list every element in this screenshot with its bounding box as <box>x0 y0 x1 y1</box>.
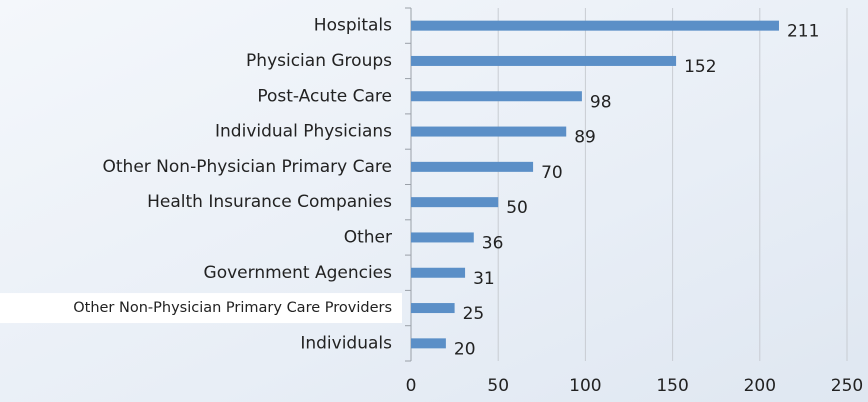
bar <box>411 338 446 349</box>
bar <box>411 20 779 31</box>
value-label: 50 <box>506 198 528 218</box>
y-tick-label: Individual Physicians <box>215 122 392 142</box>
bar <box>411 55 677 66</box>
y-tick-label: Other <box>344 227 392 247</box>
x-tick-label: 0 <box>406 376 417 396</box>
value-label: 36 <box>482 233 504 253</box>
y-tick-label: Hospitals <box>314 16 392 36</box>
bar <box>411 232 474 243</box>
value-label: 70 <box>541 163 563 183</box>
y-tick-label: Government Agencies <box>204 263 393 283</box>
value-label: 152 <box>684 57 716 77</box>
bar <box>411 161 534 172</box>
x-tick-label: 200 <box>744 376 776 396</box>
value-label: 98 <box>590 92 612 112</box>
bar <box>411 197 499 208</box>
bar <box>411 91 582 102</box>
x-tick-label: 100 <box>569 376 601 396</box>
value-label: 31 <box>473 269 495 289</box>
value-label: 89 <box>574 128 596 148</box>
x-tick-label: 150 <box>656 376 688 396</box>
value-label: 20 <box>454 339 476 359</box>
value-label: 211 <box>787 22 819 42</box>
x-tick-label: 50 <box>487 376 509 396</box>
y-tick-label: Other Non-Physician Primary Care <box>103 157 393 177</box>
y-tick-label: Individuals <box>300 333 392 353</box>
y-tick-label: Physician Groups <box>246 51 392 71</box>
bar <box>411 126 567 137</box>
x-tick-label: 250 <box>831 376 863 396</box>
bar <box>411 303 455 314</box>
y-tick-label: Post-Acute Care <box>257 86 392 106</box>
y-tick-label: Other Non-Physician Primary Care Provide… <box>73 300 392 316</box>
label-highlight <box>0 293 402 324</box>
bar <box>411 267 466 278</box>
y-tick-label: Health Insurance Companies <box>147 192 392 212</box>
value-label: 25 <box>463 304 485 324</box>
